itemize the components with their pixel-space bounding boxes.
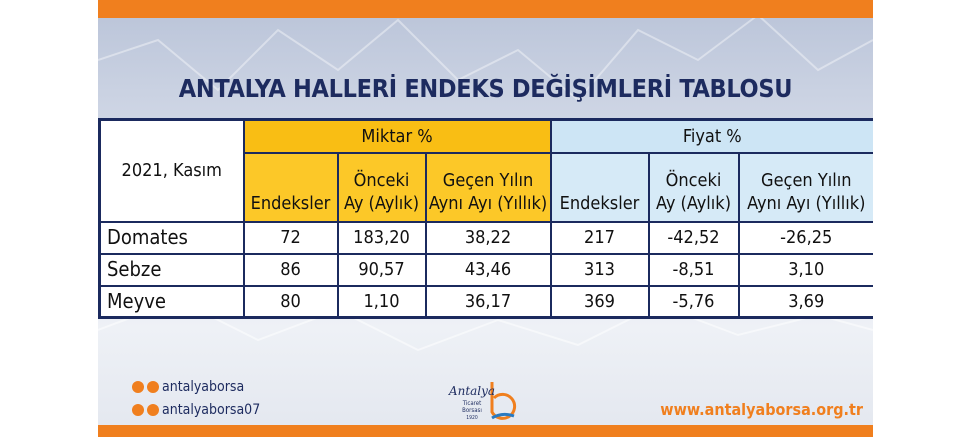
cell: 72 (242, 220, 339, 255)
top-bar (98, 0, 873, 18)
background-lines (98, 13, 873, 352)
row-label: Sebze (98, 252, 245, 287)
row-label: Domates (98, 220, 245, 255)
row-label: Meyve (98, 284, 245, 319)
social-row: antalyaborsa (132, 379, 244, 395)
cell: 80 (242, 284, 339, 319)
column-header: Önceki Ay (Aylık) (647, 151, 740, 223)
column-header: Önceki Ay (Aylık) (336, 151, 427, 223)
website: www.antalyaborsa.org.tr (660, 400, 863, 419)
cell: 3,10 (737, 252, 873, 287)
cell: 38,22 (424, 220, 552, 255)
bottom-bar (98, 425, 873, 437)
cell: 313 (549, 252, 650, 287)
group-header: Fiyat % (549, 118, 873, 154)
corner-label: 2021, Kasım (98, 118, 245, 223)
logo-text: 1920 (466, 415, 478, 421)
cell: 86 (242, 252, 339, 287)
cell: 217 (549, 220, 650, 255)
cell: -8,51 (647, 252, 740, 287)
cell: -5,76 (647, 284, 740, 319)
cell: 1,10 (336, 284, 427, 319)
cell: 3,69 (737, 284, 873, 319)
social-handle: antalyaborsa07 (162, 402, 261, 418)
cell: -26,25 (737, 220, 873, 255)
logo: Antalya Ticaret Borsası 1920 (448, 382, 517, 421)
logo-text: Borsası (462, 407, 482, 414)
column-header: Endeksler (242, 151, 339, 223)
cell: -42,52 (647, 220, 740, 255)
cell: 369 (549, 284, 650, 319)
logo-text: Ticaret (462, 400, 481, 407)
column-header: Geçen Yılın Aynı Ayı (Yıllık) (737, 151, 873, 223)
title: ANTALYA HALLERİ ENDEKS DEĞİŞİMLERİ TABLO… (178, 74, 793, 103)
group-header: Miktar % (242, 118, 552, 154)
social-handle: antalyaborsa (162, 379, 245, 395)
index-table: 2021, Kasım Miktar % Fiyat % Endeksler Öncek… (98, 118, 873, 319)
logo-text: Antalya (448, 384, 495, 398)
cell: 36,17 (424, 284, 552, 319)
panel: ANTALYA HALLERİ ENDEKS DEĞİŞİMLERİ TABLO… (98, 0, 873, 437)
cell: 43,46 (424, 252, 552, 287)
cell: 183,20 (336, 220, 427, 255)
column-header: Endeksler (549, 151, 650, 223)
column-header: Geçen Yılın Aynı Ayı (Yıllık) (424, 151, 552, 223)
cell: 90,57 (336, 252, 427, 287)
social-row: antalyaborsa07 (132, 402, 260, 418)
